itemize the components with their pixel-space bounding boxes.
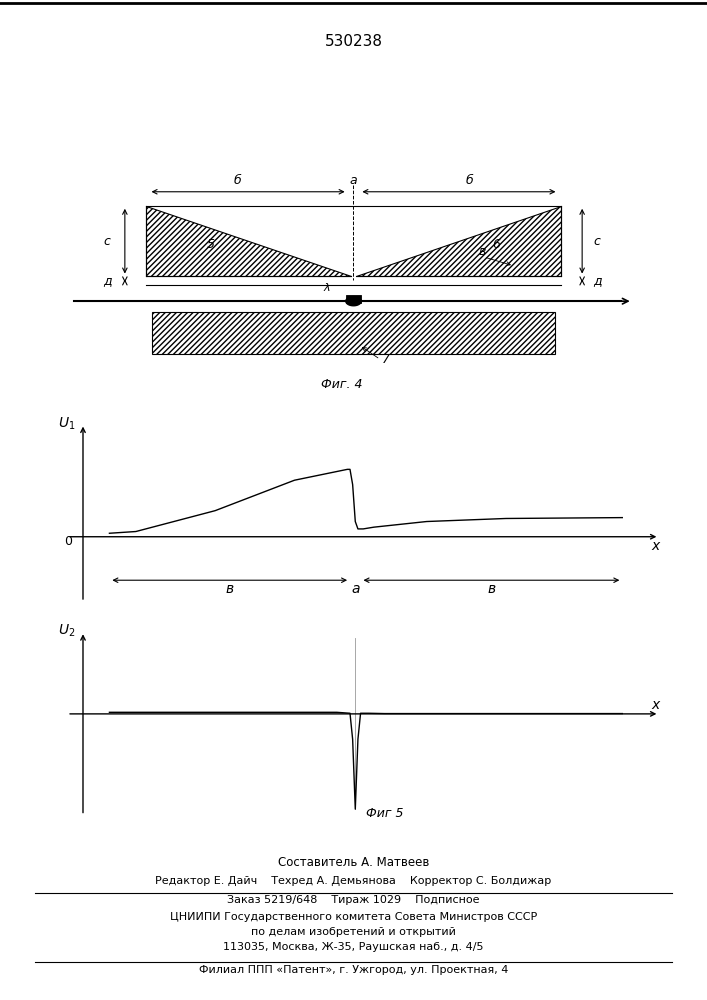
Text: Фиг 5: Фиг 5 xyxy=(366,807,404,820)
Text: с: с xyxy=(594,235,600,248)
Text: б: б xyxy=(234,174,242,187)
Text: 530238: 530238 xyxy=(325,34,382,49)
Polygon shape xyxy=(356,206,561,276)
Text: Филиал ППП «Патент», г. Ужгород, ул. Проектная, 4: Филиал ППП «Патент», г. Ужгород, ул. Про… xyxy=(199,965,508,975)
Text: 5: 5 xyxy=(207,238,215,251)
Text: д: д xyxy=(592,274,601,287)
Text: Фиг. 4: Фиг. 4 xyxy=(321,378,363,391)
Bar xyxy=(151,312,556,354)
Text: Редактор Е. Дайч    Техред А. Демьянова    Корректор С. Болдижар: Редактор Е. Дайч Техред А. Демьянова Кор… xyxy=(156,876,551,886)
Bar xyxy=(346,295,361,303)
Text: Заказ 5219/648    Тираж 1029    Подписное: Заказ 5219/648 Тираж 1029 Подписное xyxy=(227,895,480,905)
Text: д: д xyxy=(103,274,111,287)
Text: 113035, Москва, Ж-35, Раушская наб., д. 4/5: 113035, Москва, Ж-35, Раушская наб., д. … xyxy=(223,942,484,952)
Text: 7: 7 xyxy=(382,353,390,366)
Text: x: x xyxy=(651,698,660,712)
Text: с: с xyxy=(104,235,110,248)
Text: а: а xyxy=(351,582,360,596)
Polygon shape xyxy=(346,297,361,306)
Text: ЦНИИПИ Государственного комитета Совета Министров СССР: ЦНИИПИ Государственного комитета Совета … xyxy=(170,912,537,922)
Text: в: в xyxy=(226,582,233,596)
Text: в: в xyxy=(487,582,495,596)
Text: а: а xyxy=(350,174,357,187)
Text: $U_1$: $U_1$ xyxy=(58,416,75,432)
Text: λ: λ xyxy=(324,283,330,293)
Text: б: б xyxy=(465,174,473,187)
Text: $U_2$: $U_2$ xyxy=(58,623,75,639)
Text: 0: 0 xyxy=(64,535,73,548)
Text: по делам изобретений и открытий: по делам изобретений и открытий xyxy=(251,927,456,937)
Text: в: в xyxy=(478,245,486,258)
Text: 6: 6 xyxy=(492,238,500,251)
Text: Составитель А. Матвеев: Составитель А. Матвеев xyxy=(278,856,429,869)
Polygon shape xyxy=(146,206,351,276)
Text: x: x xyxy=(651,539,660,553)
